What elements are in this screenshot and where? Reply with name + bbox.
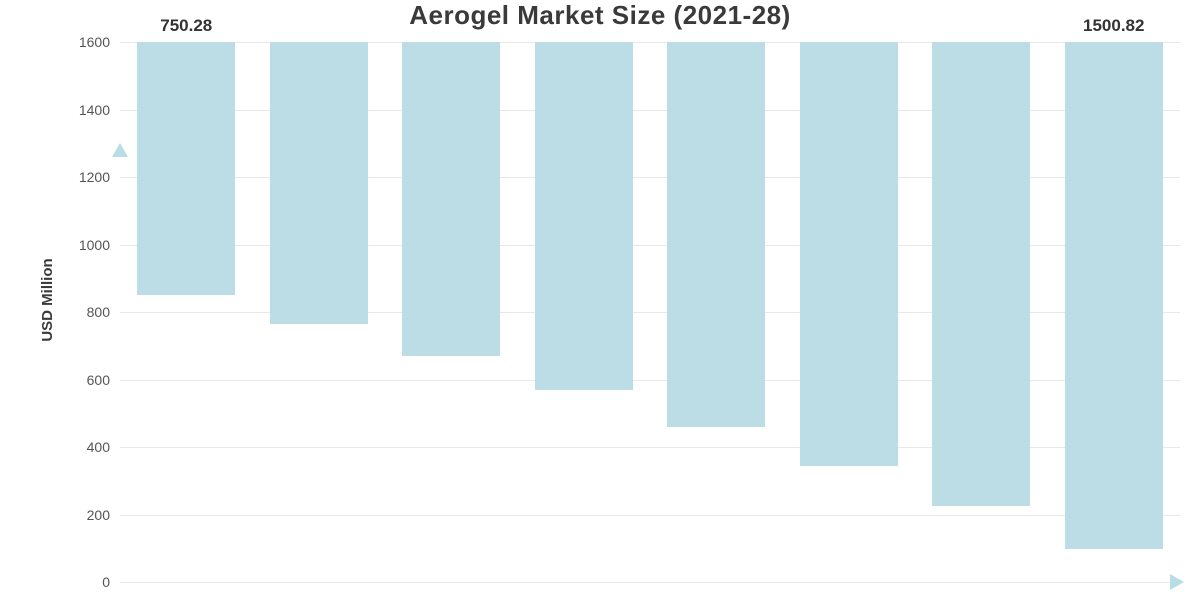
y-tick-label: 800 [60,304,110,320]
bar-slot [783,42,916,582]
bar-slot: 1500.82 [1048,42,1181,582]
plot-area: 750.28 1500.82 [120,42,1180,582]
bar-slot: 750.28 [120,42,253,582]
bar-value-label: 750.28 [106,16,266,36]
bar [800,42,898,466]
y-axis-label: USD Million [39,258,56,341]
y-tick-label: 1600 [60,34,110,50]
y-tick-label: 600 [60,372,110,388]
y-tick-label: 400 [60,439,110,455]
bar-slot [650,42,783,582]
y-tick-label: 1200 [60,169,110,185]
bar [137,42,235,295]
bar [402,42,500,356]
bar-slot [253,42,386,582]
y-tick-label: 1000 [60,237,110,253]
bar [932,42,1030,506]
y-tick-label: 200 [60,507,110,523]
market-size-chart: Aerogel Market Size (2021-28) USD Millio… [0,0,1200,600]
bar [667,42,765,427]
bar-slot [518,42,651,582]
bar-slot [915,42,1048,582]
gridline [120,582,1180,583]
bar [1065,42,1163,549]
bar [535,42,633,390]
bar [270,42,368,324]
bar-value-label: 1500.82 [1034,16,1194,36]
bars-container: 750.28 1500.82 [120,42,1180,582]
y-tick-label: 0 [60,574,110,590]
y-tick-label: 1400 [60,102,110,118]
bar-slot [385,42,518,582]
